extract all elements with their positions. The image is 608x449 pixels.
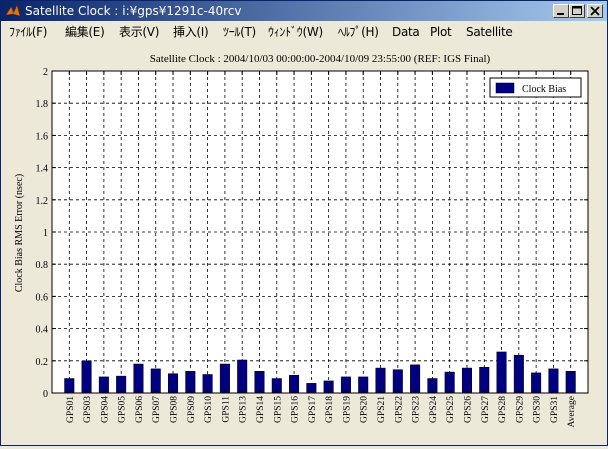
menu-insert[interactable]: 挿入(I): [173, 25, 209, 39]
x-tick-label: GPS21: [377, 396, 387, 423]
y-tick-label: 1.2: [36, 196, 49, 207]
maximize-button[interactable]: [569, 4, 585, 18]
y-tick-label: 0.6: [36, 292, 49, 303]
title-bar[interactable]: Satellite Clock : i:¥gps¥1291c-40rcv: [1, 1, 607, 21]
window-title: Satellite Clock : i:¥gps¥1291c-40rcv: [25, 4, 242, 18]
x-tick-label: GPS10: [204, 396, 214, 423]
close-button[interactable]: [587, 4, 603, 18]
x-tick-label: GPS13: [239, 396, 249, 423]
x-tick-label: GPS22: [394, 396, 404, 423]
x-tick-label: GPS14: [256, 396, 266, 423]
x-tick-label: GPS04: [100, 396, 110, 423]
x-tick-label: GPS09: [187, 396, 197, 423]
x-tick-label: GPS20: [360, 396, 370, 423]
y-axis-ticks: 0 0.2 0.4 0.6 0.8 1 1.2 1.4 1.6 1.8 2: [36, 67, 588, 400]
x-tick-label: GPS24: [429, 396, 439, 423]
x-tick-label: Average: [567, 396, 577, 427]
maximize-icon: [572, 6, 582, 15]
x-tick-label: GPS08: [170, 396, 180, 423]
x-tick-label: GPS29: [515, 396, 525, 423]
x-tick-label: GPS26: [463, 396, 473, 423]
y-tick-label: 0.2: [36, 357, 49, 368]
x-tick-label: GPS07: [152, 396, 162, 423]
bar: [410, 364, 421, 394]
bar: [219, 363, 230, 394]
y-tick-label: 2: [43, 67, 48, 78]
menu-data[interactable]: Data: [392, 25, 420, 39]
legend-swatch: [495, 82, 515, 94]
close-icon: [590, 6, 600, 16]
y-tick-label: 0: [43, 389, 48, 400]
x-tick-label: GPS30: [533, 396, 543, 423]
menu-edit[interactable]: 編集(E): [65, 25, 105, 39]
bar: [513, 354, 524, 394]
x-tick-label: GPS15: [273, 396, 283, 423]
menu-bar: ﾌｧｲﾙ(F) 編集(E) 表示(V) 挿入(I) ﾂｰﾙ(T) ｳｨﾝﾄﾞｳ(…: [1, 21, 607, 43]
bar-chart: 00.20.40.60.811.21.41.61.82 GPS01 GPS03 GP…: [14, 53, 589, 427]
y-tick-label: 1.6: [36, 131, 49, 142]
y-tick-label: 1: [43, 228, 48, 239]
x-tick-label: GPS01: [66, 396, 76, 423]
x-tick-label: GPS25: [446, 396, 456, 423]
bar: [133, 363, 144, 394]
chart-area: 0 0.2 0.4 0.6 0.8 1 1.2 1.4 1.6 1.8 2 GPS01 GPS03 GP…: [1, 43, 607, 445]
chart-title: Satellite Clock : 2004/10/03 00:00:00-20…: [150, 53, 491, 65]
x-tick-label: GPS05: [118, 396, 128, 423]
x-tick-label: GPS23: [412, 396, 422, 423]
x-tick-label: GPS06: [135, 396, 145, 423]
x-tick-label: GPS11: [221, 396, 231, 423]
minimize-icon: [557, 13, 564, 15]
legend[interactable]: Clock Bias: [489, 77, 582, 98]
bar: [496, 351, 507, 394]
y-axis-label: Clock Bias RMS Error (nsec): [14, 174, 25, 292]
x-tick-label: GPS28: [498, 396, 508, 423]
menu-file[interactable]: ﾌｧｲﾙ(F): [9, 25, 48, 39]
y-tick-label: 0.8: [36, 260, 49, 271]
matlab-logo-icon: [5, 4, 21, 17]
x-tick-label: GPS03: [83, 396, 93, 423]
menu-satellite[interactable]: Satellite: [466, 25, 513, 39]
bar: [81, 360, 92, 394]
x-tick-label: GPS17: [308, 396, 318, 423]
y-tick-label: 1.4: [36, 164, 49, 175]
x-tick-label: GPS27: [481, 396, 491, 423]
menu-window[interactable]: ｳｨﾝﾄﾞｳ(W): [268, 25, 323, 39]
x-tick-label: GPS31: [550, 396, 560, 423]
legend-label: Clock Bias: [522, 84, 566, 95]
menu-tools[interactable]: ﾂｰﾙ(T): [223, 25, 256, 39]
y-tick-label: 1.8: [36, 99, 49, 110]
y-tick-label: 0.4: [36, 325, 49, 336]
menu-plot[interactable]: Plot: [430, 25, 452, 39]
menu-view[interactable]: 表示(V): [119, 25, 160, 39]
x-axis-ticks: GPS01 GPS03 GPS04 GPS05 GPS06 GPS07 GPS08 GPS09…: [66, 71, 577, 427]
bar: [237, 359, 248, 394]
bars: [64, 351, 576, 394]
menu-help[interactable]: ﾍﾙﾌﾟ(H): [338, 25, 379, 39]
x-tick-label: GPS19: [342, 396, 352, 423]
x-tick-label: GPS18: [325, 396, 335, 423]
x-tick-label: GPS16: [291, 396, 301, 423]
minimize-button[interactable]: [553, 4, 569, 18]
